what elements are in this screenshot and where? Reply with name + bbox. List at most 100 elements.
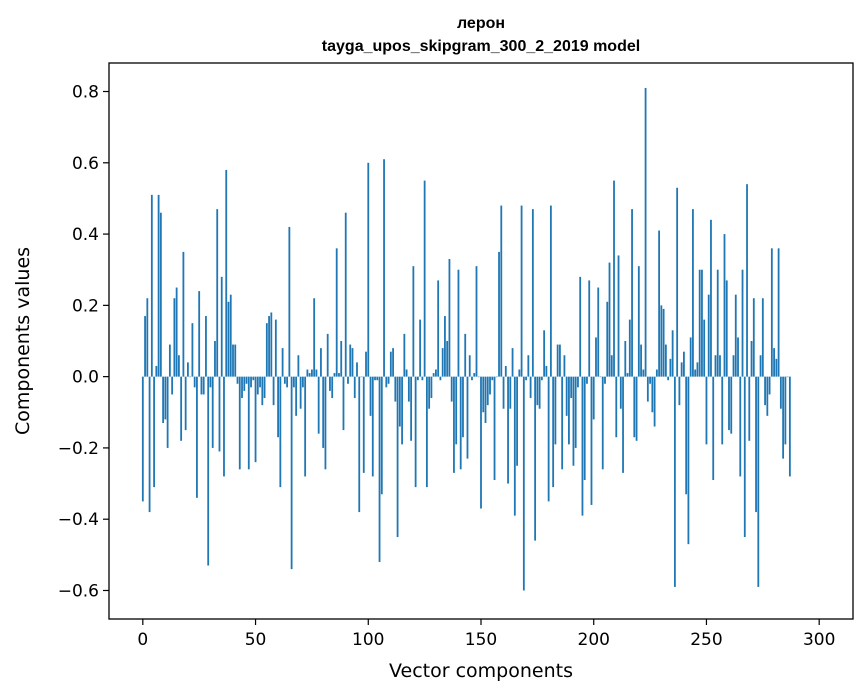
bar xyxy=(782,376,785,459)
bar xyxy=(570,376,573,399)
bar xyxy=(538,376,541,409)
bar xyxy=(281,348,284,377)
bar xyxy=(351,348,354,377)
y-tick-label: 0.6 xyxy=(72,154,99,174)
bar xyxy=(216,209,219,377)
bar xyxy=(187,362,189,377)
bar xyxy=(622,376,624,473)
bar xyxy=(279,376,282,488)
bar xyxy=(737,337,739,377)
bar xyxy=(333,373,336,377)
bar xyxy=(396,376,399,538)
bar xyxy=(597,287,600,377)
bar xyxy=(263,376,266,399)
bar xyxy=(788,376,791,477)
y-tick-label: −0.4 xyxy=(58,510,99,530)
bar xyxy=(259,376,261,388)
bar xyxy=(480,376,482,509)
bars-group xyxy=(141,87,791,591)
bar xyxy=(317,376,320,434)
bar xyxy=(495,376,498,378)
bar xyxy=(462,376,464,438)
bar xyxy=(209,376,212,388)
bar xyxy=(374,376,376,381)
bar xyxy=(673,376,676,587)
bar xyxy=(407,376,410,402)
bar xyxy=(308,373,311,377)
bar xyxy=(270,312,273,377)
x-tick-label: 100 xyxy=(352,630,384,650)
x-tick-label: 0 xyxy=(137,630,148,650)
bar xyxy=(232,344,234,377)
x-tick-label: 300 xyxy=(803,630,835,650)
bar xyxy=(549,205,552,377)
bar xyxy=(752,298,755,377)
bar xyxy=(286,376,289,388)
bar xyxy=(615,376,618,438)
bar xyxy=(371,376,374,477)
bar xyxy=(786,376,789,378)
bar xyxy=(640,344,642,377)
bar xyxy=(428,376,431,409)
bar xyxy=(723,234,726,377)
bar xyxy=(202,376,205,395)
bar xyxy=(349,344,352,377)
bar xyxy=(250,376,252,388)
bar xyxy=(710,219,712,377)
bar xyxy=(482,376,485,413)
bar xyxy=(773,348,775,377)
bar xyxy=(536,376,539,406)
bar xyxy=(329,376,331,391)
bar xyxy=(658,230,661,377)
bar xyxy=(398,376,401,427)
bar xyxy=(236,376,239,384)
bar xyxy=(387,376,390,384)
bar xyxy=(466,376,469,459)
bar xyxy=(450,376,453,402)
bar xyxy=(714,355,717,377)
bar xyxy=(241,376,243,399)
bar xyxy=(162,376,165,423)
bar xyxy=(475,266,478,377)
bar xyxy=(256,376,259,395)
bar xyxy=(144,316,146,377)
bar xyxy=(646,376,649,402)
bar xyxy=(360,376,363,378)
bar xyxy=(703,319,706,377)
bar xyxy=(196,376,198,498)
bar xyxy=(344,212,347,377)
bar xyxy=(624,341,627,377)
bar xyxy=(653,376,656,427)
bar xyxy=(367,162,370,377)
bar xyxy=(243,376,246,391)
bar xyxy=(509,376,512,409)
bar xyxy=(750,341,753,377)
bar xyxy=(707,294,710,377)
bar xyxy=(335,248,338,377)
bar xyxy=(588,280,591,377)
bar xyxy=(432,373,435,377)
bar xyxy=(547,376,550,502)
bar xyxy=(288,226,291,377)
bar xyxy=(155,365,158,377)
bar xyxy=(583,376,586,480)
bar xyxy=(385,376,388,388)
bar xyxy=(184,376,187,431)
bar xyxy=(405,369,408,377)
bar xyxy=(685,376,688,495)
x-axis-ticks: 0 50 100 150 200 250 300 xyxy=(137,619,835,650)
bar xyxy=(642,369,645,377)
bar xyxy=(732,355,735,377)
bar xyxy=(448,259,451,377)
bar xyxy=(353,376,356,399)
bar xyxy=(453,376,455,473)
bar xyxy=(484,376,487,423)
chart-subtitle: tayga_upos_skipgram_300_2_2019 model xyxy=(322,38,640,55)
bar xyxy=(419,319,422,377)
bar xyxy=(649,376,651,384)
bar xyxy=(500,205,503,377)
bar xyxy=(491,376,494,381)
bar xyxy=(493,376,496,480)
x-axis-label: Vector components xyxy=(389,660,573,682)
